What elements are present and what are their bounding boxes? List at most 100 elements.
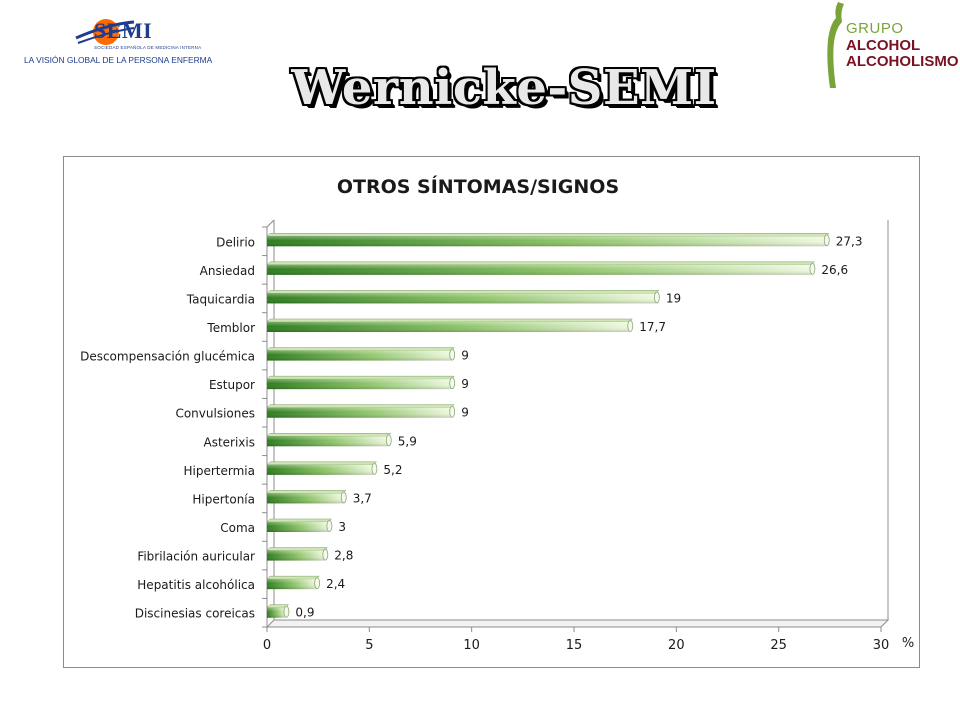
bar-shading	[267, 464, 374, 475]
bar-end-cap	[823, 234, 830, 247]
value-label: 3,7	[353, 491, 372, 505]
grupo-logo-line1: GRUPO	[846, 20, 904, 37]
bar-end-cap	[449, 377, 456, 390]
bar	[266, 575, 321, 590]
x-tick-label: 5	[365, 638, 373, 653]
bar-end-cap	[283, 605, 290, 618]
bar-shading	[267, 236, 826, 247]
bar	[266, 518, 333, 532]
chart-frame: OTROS SÍNTOMAS/SIGNOS 0 5 10 15 20 25 30 Delir…	[63, 156, 920, 668]
bar-end-cap	[326, 520, 333, 532]
chart-title: OTROS SÍNTOMAS/SIGNOS	[337, 175, 619, 198]
bar-shading	[267, 322, 630, 332]
bar-top-face	[266, 490, 347, 494]
bar-chart: OTROS SÍNTOMAS/SIGNOS 0 5 10 15 20 25 30 Delir…	[80, 175, 914, 653]
value-label: 5,9	[398, 434, 417, 448]
category-label: Fibrilación auricular	[137, 550, 255, 564]
bar-top-face	[266, 261, 816, 266]
bar	[266, 547, 329, 561]
semi-logo-emblem	[75, 19, 135, 45]
value-label: 9	[461, 406, 469, 420]
category-label: Ansiedad	[200, 264, 255, 278]
value-label: 2,8	[334, 549, 353, 563]
category-label: Convulsiones	[175, 407, 255, 421]
bar-top-face	[266, 404, 455, 408]
bar	[266, 233, 830, 247]
bar-shading	[267, 436, 388, 447]
bar-shading	[267, 579, 317, 590]
semi-logo-name: SEMI	[94, 18, 153, 43]
bar-top-face	[266, 290, 660, 294]
bar-shading	[267, 550, 325, 561]
semi-logo: SEMI SOCIEDAD ESPAÑOLA DE MEDICINA INTER…	[22, 8, 242, 68]
bar	[266, 375, 456, 390]
semi-logo-tagline: LA VISIÓN GLOBAL DE LA PERSONA ENFERMA	[24, 55, 213, 65]
category-label: Hipertermia	[184, 464, 255, 478]
page-title: Wernicke-SEMI	[291, 60, 717, 116]
bar-top-face	[266, 318, 633, 323]
bar-shading	[267, 350, 452, 361]
bar-top-face	[266, 461, 378, 466]
value-label: 26,6	[821, 263, 848, 277]
bar-end-cap	[385, 434, 392, 447]
bar-end-cap	[809, 262, 816, 275]
category-label: Taquicardia	[186, 292, 255, 306]
bar-top-face	[266, 433, 392, 437]
bar-shading	[267, 607, 286, 618]
bar-end-cap	[449, 348, 456, 361]
bar-end-cap	[653, 291, 660, 304]
bar-shading	[267, 407, 452, 418]
category-label: Descompensación glucémica	[80, 350, 255, 364]
value-label: 0,9	[295, 606, 314, 620]
bar-end-cap	[322, 548, 329, 561]
bar-shading	[267, 264, 812, 275]
value-label: 9	[461, 377, 469, 391]
bar	[266, 490, 347, 504]
category-label: Discinesias coreicas	[135, 607, 255, 621]
value-label: 3	[338, 520, 346, 534]
category-label: Temblor	[206, 321, 255, 335]
x-tick-label: 0	[263, 638, 271, 653]
bar	[266, 318, 634, 332]
bar-top-face	[266, 375, 455, 380]
bar-top-face	[266, 233, 830, 237]
bar-end-cap	[371, 462, 378, 475]
x-axis-label: %	[902, 636, 914, 651]
x-tick-label: 25	[770, 638, 787, 653]
bar	[266, 433, 392, 447]
grupo-logo-line2: ALCOHOL	[846, 37, 921, 54]
bar	[266, 261, 816, 275]
value-label: 27,3	[836, 234, 863, 248]
grupo-logo-line3: ALCOHOLISMO	[846, 53, 959, 70]
category-label: Coma	[220, 521, 255, 535]
bar	[266, 347, 456, 361]
category-label: Estupor	[209, 378, 255, 392]
bar-shading	[267, 379, 452, 390]
value-label: 17,7	[639, 320, 666, 334]
bar-end-cap	[314, 577, 321, 590]
x-tick-label: 30	[873, 638, 890, 653]
bar	[266, 604, 290, 618]
category-label: Hipertonía	[192, 492, 255, 506]
value-label: 5,2	[383, 463, 402, 477]
bar-top-face	[266, 347, 455, 351]
x-tick-label: 10	[463, 638, 480, 653]
bar-end-cap	[449, 405, 456, 418]
semi-logo-subtitle: SOCIEDAD ESPAÑOLA DE MEDICINA INTERNA	[94, 45, 202, 50]
bar-shading	[267, 493, 343, 504]
bottle-outline-icon	[827, 2, 844, 88]
bar	[266, 404, 456, 418]
bar-end-cap	[627, 320, 634, 332]
category-label: Asterixis	[203, 435, 255, 449]
bar-shading	[267, 522, 329, 532]
bar-shading	[267, 293, 656, 304]
x-tick-label: 15	[566, 638, 583, 653]
grupo-alcohol-logo: GRUPO ALCOHOL ALCOHOLISMO	[820, 0, 960, 95]
bar-top-face	[266, 575, 320, 580]
category-label: Delirio	[216, 235, 255, 249]
chart-floor	[265, 619, 890, 628]
value-label: 9	[461, 349, 469, 363]
category-label: Hepatitis alcohólica	[137, 578, 255, 592]
bar-top-face	[266, 518, 333, 523]
bar-end-cap	[340, 491, 347, 504]
